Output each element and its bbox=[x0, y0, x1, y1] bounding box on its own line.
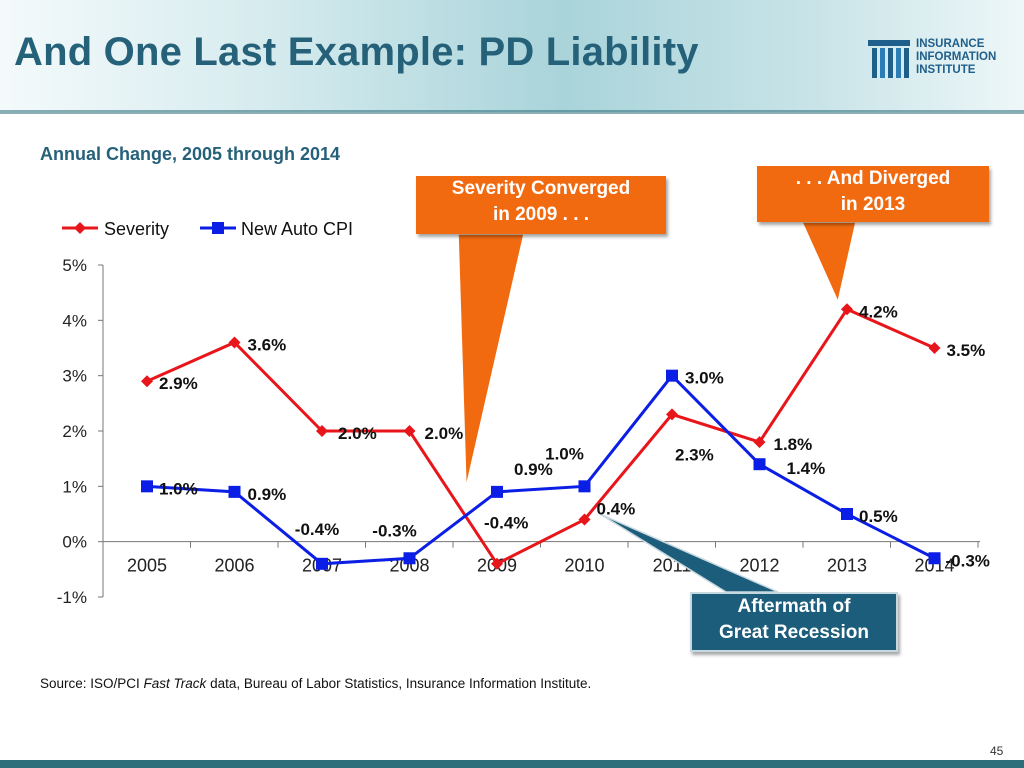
header-band bbox=[0, 0, 1024, 112]
callout-converged-line-1: Severity Converged bbox=[451, 178, 631, 199]
severity-point bbox=[491, 557, 503, 570]
x-tick-label: 2006 bbox=[214, 556, 254, 576]
x-tick-label: 2012 bbox=[739, 556, 779, 576]
severity-point bbox=[578, 513, 591, 526]
page-number: 45 bbox=[990, 744, 1004, 758]
source-suffix: data, Bureau of Labor Statistics, Insura… bbox=[206, 676, 592, 691]
y-tick-label: 1% bbox=[62, 477, 87, 496]
cpi-point bbox=[141, 480, 153, 493]
severity-data-label: 2.3% bbox=[675, 445, 714, 464]
legend-cpi-marker bbox=[212, 222, 224, 234]
severity-point bbox=[928, 342, 941, 354]
cpi-point bbox=[753, 458, 766, 471]
y-tick-label: 2% bbox=[62, 422, 87, 441]
x-tick-label: 2010 bbox=[564, 556, 604, 576]
severity-data-label: 2.0% bbox=[338, 424, 377, 443]
cpi-point bbox=[403, 552, 416, 565]
x-tick-label: 2013 bbox=[827, 556, 867, 576]
callout-recession-line-1: Aftermath of bbox=[737, 596, 851, 617]
source-note: Source: ISO/PCI Fast Track data, Bureau … bbox=[40, 676, 591, 691]
severity-data-label: 3.6% bbox=[248, 335, 287, 354]
callout-diverged-line-1: . . . And Diverged bbox=[795, 168, 951, 189]
callout-recession: Aftermath of Great Recession bbox=[690, 592, 898, 652]
callout-converged-line-2: in 2009 . . . bbox=[492, 204, 590, 225]
severity-data-label: 0.4% bbox=[597, 500, 636, 519]
cpi-data-label: -0.3% bbox=[372, 521, 416, 540]
cpi-point bbox=[928, 552, 941, 565]
cpi-point bbox=[841, 508, 853, 520]
y-tick-label: 0% bbox=[62, 533, 87, 552]
y-tick-label: 4% bbox=[62, 311, 87, 330]
iii-logo: INSURANCE INFORMATION INSTITUTE bbox=[866, 38, 1016, 80]
callout-converged: Severity Converged in 2009 . . . bbox=[416, 176, 666, 234]
severity-data-label: -0.4% bbox=[484, 514, 528, 533]
callout-recession-line-2: Great Recession bbox=[719, 622, 869, 643]
y-tick-label: 5% bbox=[62, 256, 87, 275]
y-tick-label: -1% bbox=[57, 588, 87, 607]
chart-subtitle: Annual Change, 2005 through 2014 bbox=[40, 144, 341, 164]
cpi-point bbox=[491, 485, 503, 498]
severity-data-label: 2.0% bbox=[425, 424, 464, 443]
severity-point bbox=[403, 425, 416, 437]
logo-line-1: INSURANCE bbox=[916, 38, 985, 50]
legend-severity-label: Severity bbox=[104, 219, 169, 239]
cpi-data-label: 3.0% bbox=[685, 369, 724, 388]
callout-diverged-pointer bbox=[800, 221, 857, 305]
source-italic: Fast Track bbox=[143, 676, 207, 691]
callout-diverged: . . . And Diverged in 2013 bbox=[757, 166, 989, 222]
y-tick-label: 3% bbox=[62, 367, 87, 386]
cpi-point bbox=[578, 480, 591, 493]
severity-data-label: 4.2% bbox=[859, 302, 898, 321]
cpi-point bbox=[228, 485, 241, 498]
source-prefix: Source: ISO/PCI bbox=[40, 676, 144, 691]
callout-diverged-line-2: in 2013 bbox=[840, 194, 906, 215]
series-line-severity bbox=[146, 307, 936, 566]
cpi-point bbox=[666, 369, 678, 382]
severity-point bbox=[666, 408, 678, 421]
x-tick-label: 2008 bbox=[389, 556, 429, 576]
legend-severity-marker bbox=[74, 222, 86, 234]
callout-recession-pointer bbox=[599, 513, 779, 593]
severity-data-label: 2.9% bbox=[159, 374, 198, 393]
cpi-data-label: 1.4% bbox=[787, 459, 826, 478]
cpi-data-label: 0.9% bbox=[248, 485, 287, 504]
x-tick-label: 2005 bbox=[127, 556, 167, 576]
severity-point bbox=[228, 336, 241, 349]
cpi-point bbox=[316, 557, 328, 570]
severity-data-label: 3.5% bbox=[947, 341, 986, 360]
logo-line-3: INSTITUTE bbox=[916, 64, 976, 76]
footer-bar bbox=[0, 760, 1024, 768]
logo-text: INSURANCE INFORMATION INSTITUTE bbox=[916, 38, 996, 77]
header-divider bbox=[0, 110, 1024, 114]
legend-cpi-label: New Auto CPI bbox=[241, 219, 353, 239]
logo-mark-icon bbox=[868, 40, 910, 78]
severity-point bbox=[753, 436, 766, 449]
logo-line-2: INFORMATION bbox=[916, 51, 997, 63]
severity-point bbox=[316, 425, 328, 437]
cpi-data-label: 1.0% bbox=[545, 444, 584, 463]
cpi-data-label: 0.9% bbox=[514, 460, 553, 479]
cpi-data-label: -0.4% bbox=[295, 520, 339, 539]
severity-point bbox=[841, 303, 853, 316]
series-line-cpi bbox=[146, 373, 936, 566]
page-title: And One Last Example: PD Liability bbox=[14, 30, 699, 74]
x-tick-label: 2014 bbox=[914, 556, 954, 576]
severity-data-label: 1.8% bbox=[774, 435, 813, 454]
severity-point bbox=[141, 375, 153, 388]
cpi-data-label: 1.0% bbox=[159, 479, 198, 498]
cpi-data-label: -0.3% bbox=[946, 551, 990, 570]
cpi-data-label: 0.5% bbox=[859, 507, 898, 526]
callout-converged-pointer bbox=[457, 233, 525, 489]
